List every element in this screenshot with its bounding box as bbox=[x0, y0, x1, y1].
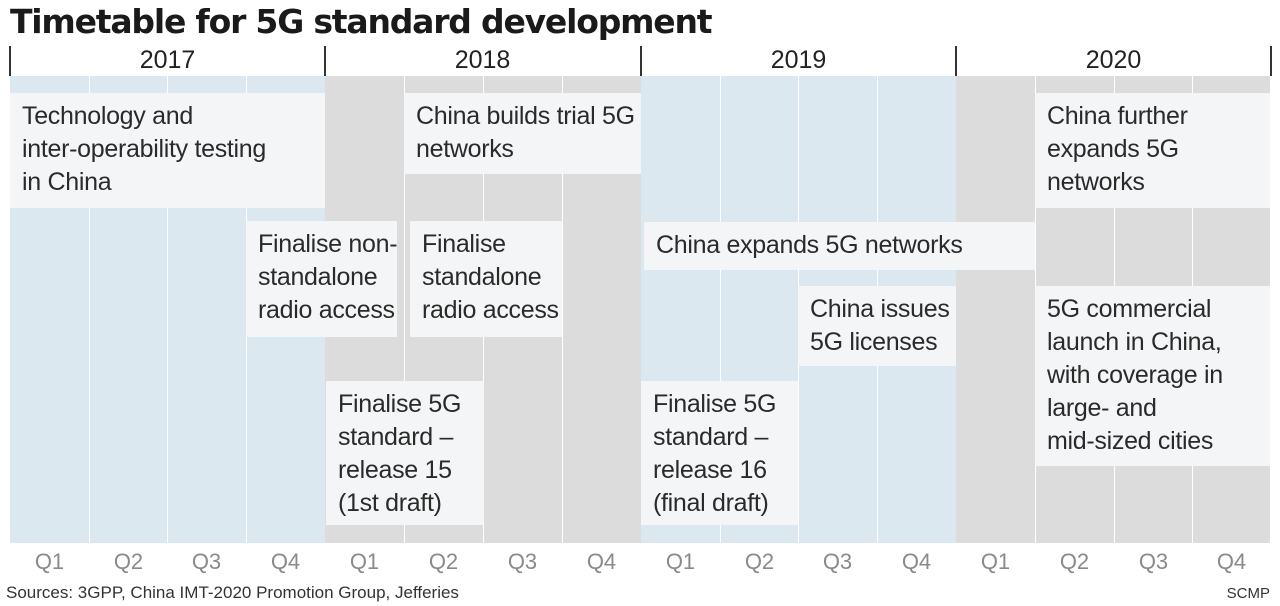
quarter-label: Q2 bbox=[428, 549, 459, 574]
year-label-2020: 2020 bbox=[1085, 46, 1142, 74]
quarter-label: Q1 bbox=[980, 549, 1011, 574]
event-tech-testing: Technology and inter-operability testing i… bbox=[10, 93, 325, 208]
year-label-2018: 2018 bbox=[454, 46, 511, 74]
event-non-standalone: Finalise non-standalone radio access bbox=[246, 221, 398, 337]
quarter-label: Q4 bbox=[901, 549, 932, 574]
year-label-2017: 2017 bbox=[139, 46, 196, 74]
year-divider bbox=[955, 46, 957, 76]
event-release-15: Finalise 5G standard – release 15 (1st draf… bbox=[326, 381, 484, 525]
source-note: Sources: 3GPP, China IMT-2020 Promotion … bbox=[6, 583, 459, 602]
quarter-label: Q2 bbox=[1059, 549, 1090, 574]
quarter-label: Q1 bbox=[34, 549, 65, 574]
quarter-label: Q3 bbox=[1138, 549, 1169, 574]
year-divider bbox=[324, 46, 326, 76]
chart-title: Timetable for 5G standard development bbox=[10, 2, 713, 41]
event-commercial-launch: 5G commercial launch in China, with covera… bbox=[1035, 286, 1270, 466]
year-divider bbox=[640, 46, 642, 76]
year-divider bbox=[1270, 46, 1272, 76]
event-issues-licenses: China issues 5G licenses bbox=[798, 286, 956, 366]
quarter-label: Q3 bbox=[507, 549, 538, 574]
quarter-label: Q2 bbox=[744, 549, 775, 574]
quarter-label: Q2 bbox=[113, 549, 144, 574]
quarter-label: Q1 bbox=[349, 549, 380, 574]
quarter-label: Q1 bbox=[665, 549, 696, 574]
quarter-label: Q4 bbox=[1216, 549, 1247, 574]
year-label-2019: 2019 bbox=[770, 46, 827, 74]
quarter-label: Q3 bbox=[191, 549, 222, 574]
event-expands-networks: China expands 5G networks bbox=[644, 222, 1035, 270]
event-standalone: Finalise standalone radio access bbox=[410, 221, 562, 337]
year-divider bbox=[9, 46, 11, 76]
event-release-16: Finalise 5G standard – release 16 (final dr… bbox=[641, 381, 798, 525]
quarter-label: Q3 bbox=[822, 549, 853, 574]
quarter-label: Q4 bbox=[586, 549, 617, 574]
credit-label: SCMP bbox=[1226, 585, 1270, 602]
quarter-label: Q4 bbox=[270, 549, 301, 574]
event-further-expands: China further expands 5G networks bbox=[1035, 93, 1270, 208]
event-trial-networks: China builds trial 5G networks bbox=[404, 93, 641, 174]
